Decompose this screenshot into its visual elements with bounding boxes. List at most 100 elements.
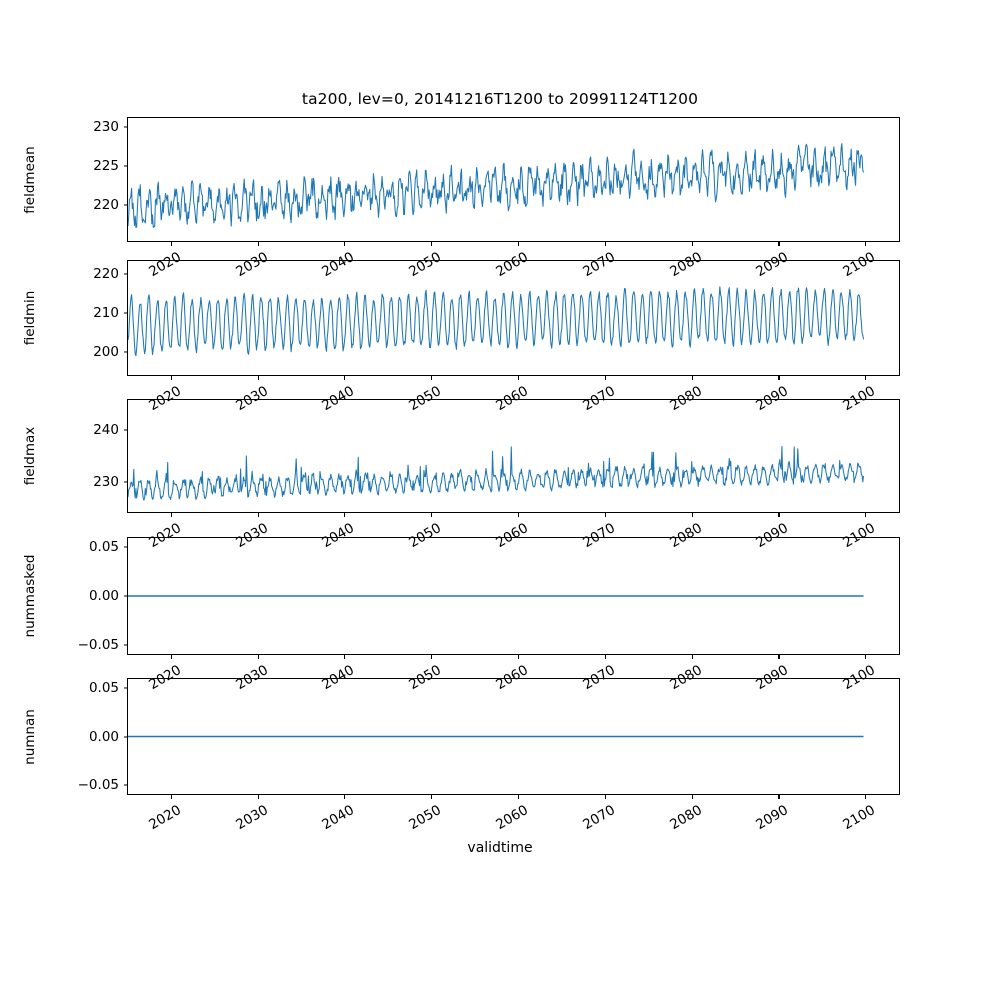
y-tick-label: −0.05: [77, 777, 119, 794]
x-tick-mark: [257, 242, 259, 246]
x-tick-mark: [170, 376, 172, 380]
y-tick-label: 220: [93, 196, 119, 213]
y-tick-mark: [123, 273, 127, 275]
y-tick-mark: [123, 165, 127, 167]
x-tick-mark: [518, 795, 520, 799]
subplot-fieldmax: [127, 399, 900, 513]
fieldmax-series: [128, 446, 864, 500]
x-tick-mark: [778, 795, 780, 799]
y-axis-label-fieldmin: fieldmin: [22, 290, 38, 346]
figure-title: ta200, lev=0, 20141216T1200 to 20991124T…: [301, 90, 699, 108]
x-tick-mark: [431, 513, 433, 517]
y-tick-label: 0.05: [88, 679, 119, 696]
x-tick-mark: [865, 513, 867, 517]
x-tick-mark: [518, 242, 520, 246]
subplot-nummasked: [127, 537, 900, 655]
y-tick-label: 210: [93, 305, 119, 322]
x-tick-mark: [344, 655, 346, 659]
x-tick-mark: [604, 795, 606, 799]
y-axis-label-numnan: numnan: [22, 708, 38, 765]
y-tick-mark: [123, 687, 127, 689]
x-tick-mark: [691, 795, 693, 799]
y-tick-mark: [123, 784, 127, 786]
x-tick-mark: [344, 513, 346, 517]
x-tick-mark: [170, 242, 172, 246]
fieldmin-series: [128, 287, 864, 356]
x-tick-mark: [691, 513, 693, 517]
x-tick-mark: [431, 376, 433, 380]
y-tick-label: −0.05: [77, 637, 119, 654]
x-tick-mark: [865, 376, 867, 380]
y-axis-label-fieldmax: fieldmax: [22, 426, 38, 486]
x-tick-label: 2040: [319, 802, 358, 834]
x-tick-mark: [518, 655, 520, 659]
y-tick-mark: [123, 204, 127, 206]
numnan-line-plot: [128, 679, 899, 794]
y-tick-mark: [123, 481, 127, 483]
y-tick-label: 230: [93, 473, 119, 490]
x-tick-mark: [170, 795, 172, 799]
x-tick-mark: [691, 242, 693, 246]
x-tick-mark: [691, 376, 693, 380]
fieldmax-line-plot: [128, 400, 899, 512]
x-tick-mark: [865, 242, 867, 246]
subplot-fieldmin: [127, 260, 900, 376]
x-tick-label: 2020: [145, 802, 184, 834]
x-tick-mark: [431, 795, 433, 799]
y-tick-label: 200: [93, 344, 119, 361]
fieldmean-line-plot: [128, 118, 899, 241]
y-tick-label: 0.00: [88, 728, 119, 745]
y-tick-mark: [123, 351, 127, 353]
x-tick-label: 2030: [232, 802, 271, 834]
y-axis-label-nummasked: nummasked: [22, 554, 38, 638]
y-tick-mark: [123, 126, 127, 128]
subplot-fieldmean: [127, 117, 900, 242]
y-tick-mark: [123, 429, 127, 431]
y-tick-mark: [123, 595, 127, 597]
fieldmean-series: [128, 144, 864, 228]
x-tick-mark: [604, 513, 606, 517]
x-tick-label: 2090: [753, 802, 792, 834]
y-tick-mark: [123, 644, 127, 646]
x-tick-mark: [257, 513, 259, 517]
subplot-numnan: [127, 678, 900, 795]
x-tick-mark: [604, 655, 606, 659]
x-tick-mark: [604, 376, 606, 380]
y-tick-mark: [123, 735, 127, 738]
x-tick-mark: [778, 655, 780, 659]
y-tick-label: 0.00: [88, 588, 119, 604]
x-tick-mark: [170, 655, 172, 659]
x-tick-mark: [778, 242, 780, 246]
y-tick-label: 225: [93, 157, 119, 174]
y-tick-label: 220: [93, 265, 119, 282]
x-tick-mark: [257, 655, 259, 659]
x-tick-mark: [778, 376, 780, 380]
x-tick-mark: [257, 795, 259, 799]
y-axis-label-fieldmean: fieldmean: [22, 145, 38, 214]
x-tick-mark: [865, 795, 867, 799]
x-axis-label: validtime: [467, 840, 533, 856]
x-tick-mark: [865, 655, 867, 659]
x-tick-mark: [344, 376, 346, 380]
x-tick-mark: [604, 242, 606, 246]
x-tick-mark: [691, 655, 693, 659]
x-tick-mark: [778, 513, 780, 517]
x-tick-mark: [431, 655, 433, 659]
y-tick-label: 0.05: [88, 538, 119, 555]
x-tick-mark: [170, 513, 172, 517]
nummasked-line-plot: [128, 538, 899, 654]
y-tick-mark: [123, 312, 127, 314]
y-tick-label: 240: [93, 422, 119, 439]
y-tick-mark: [123, 546, 127, 548]
x-tick-label: 2050: [406, 802, 445, 834]
x-tick-label: 2070: [580, 802, 618, 834]
x-tick-mark: [431, 242, 433, 246]
x-tick-mark: [344, 242, 346, 246]
y-tick-label: 230: [93, 119, 119, 136]
x-tick-label: 2100: [840, 802, 879, 834]
x-tick-mark: [518, 376, 520, 380]
x-tick-mark: [344, 795, 346, 799]
x-tick-mark: [518, 513, 520, 517]
x-tick-mark: [257, 376, 259, 380]
